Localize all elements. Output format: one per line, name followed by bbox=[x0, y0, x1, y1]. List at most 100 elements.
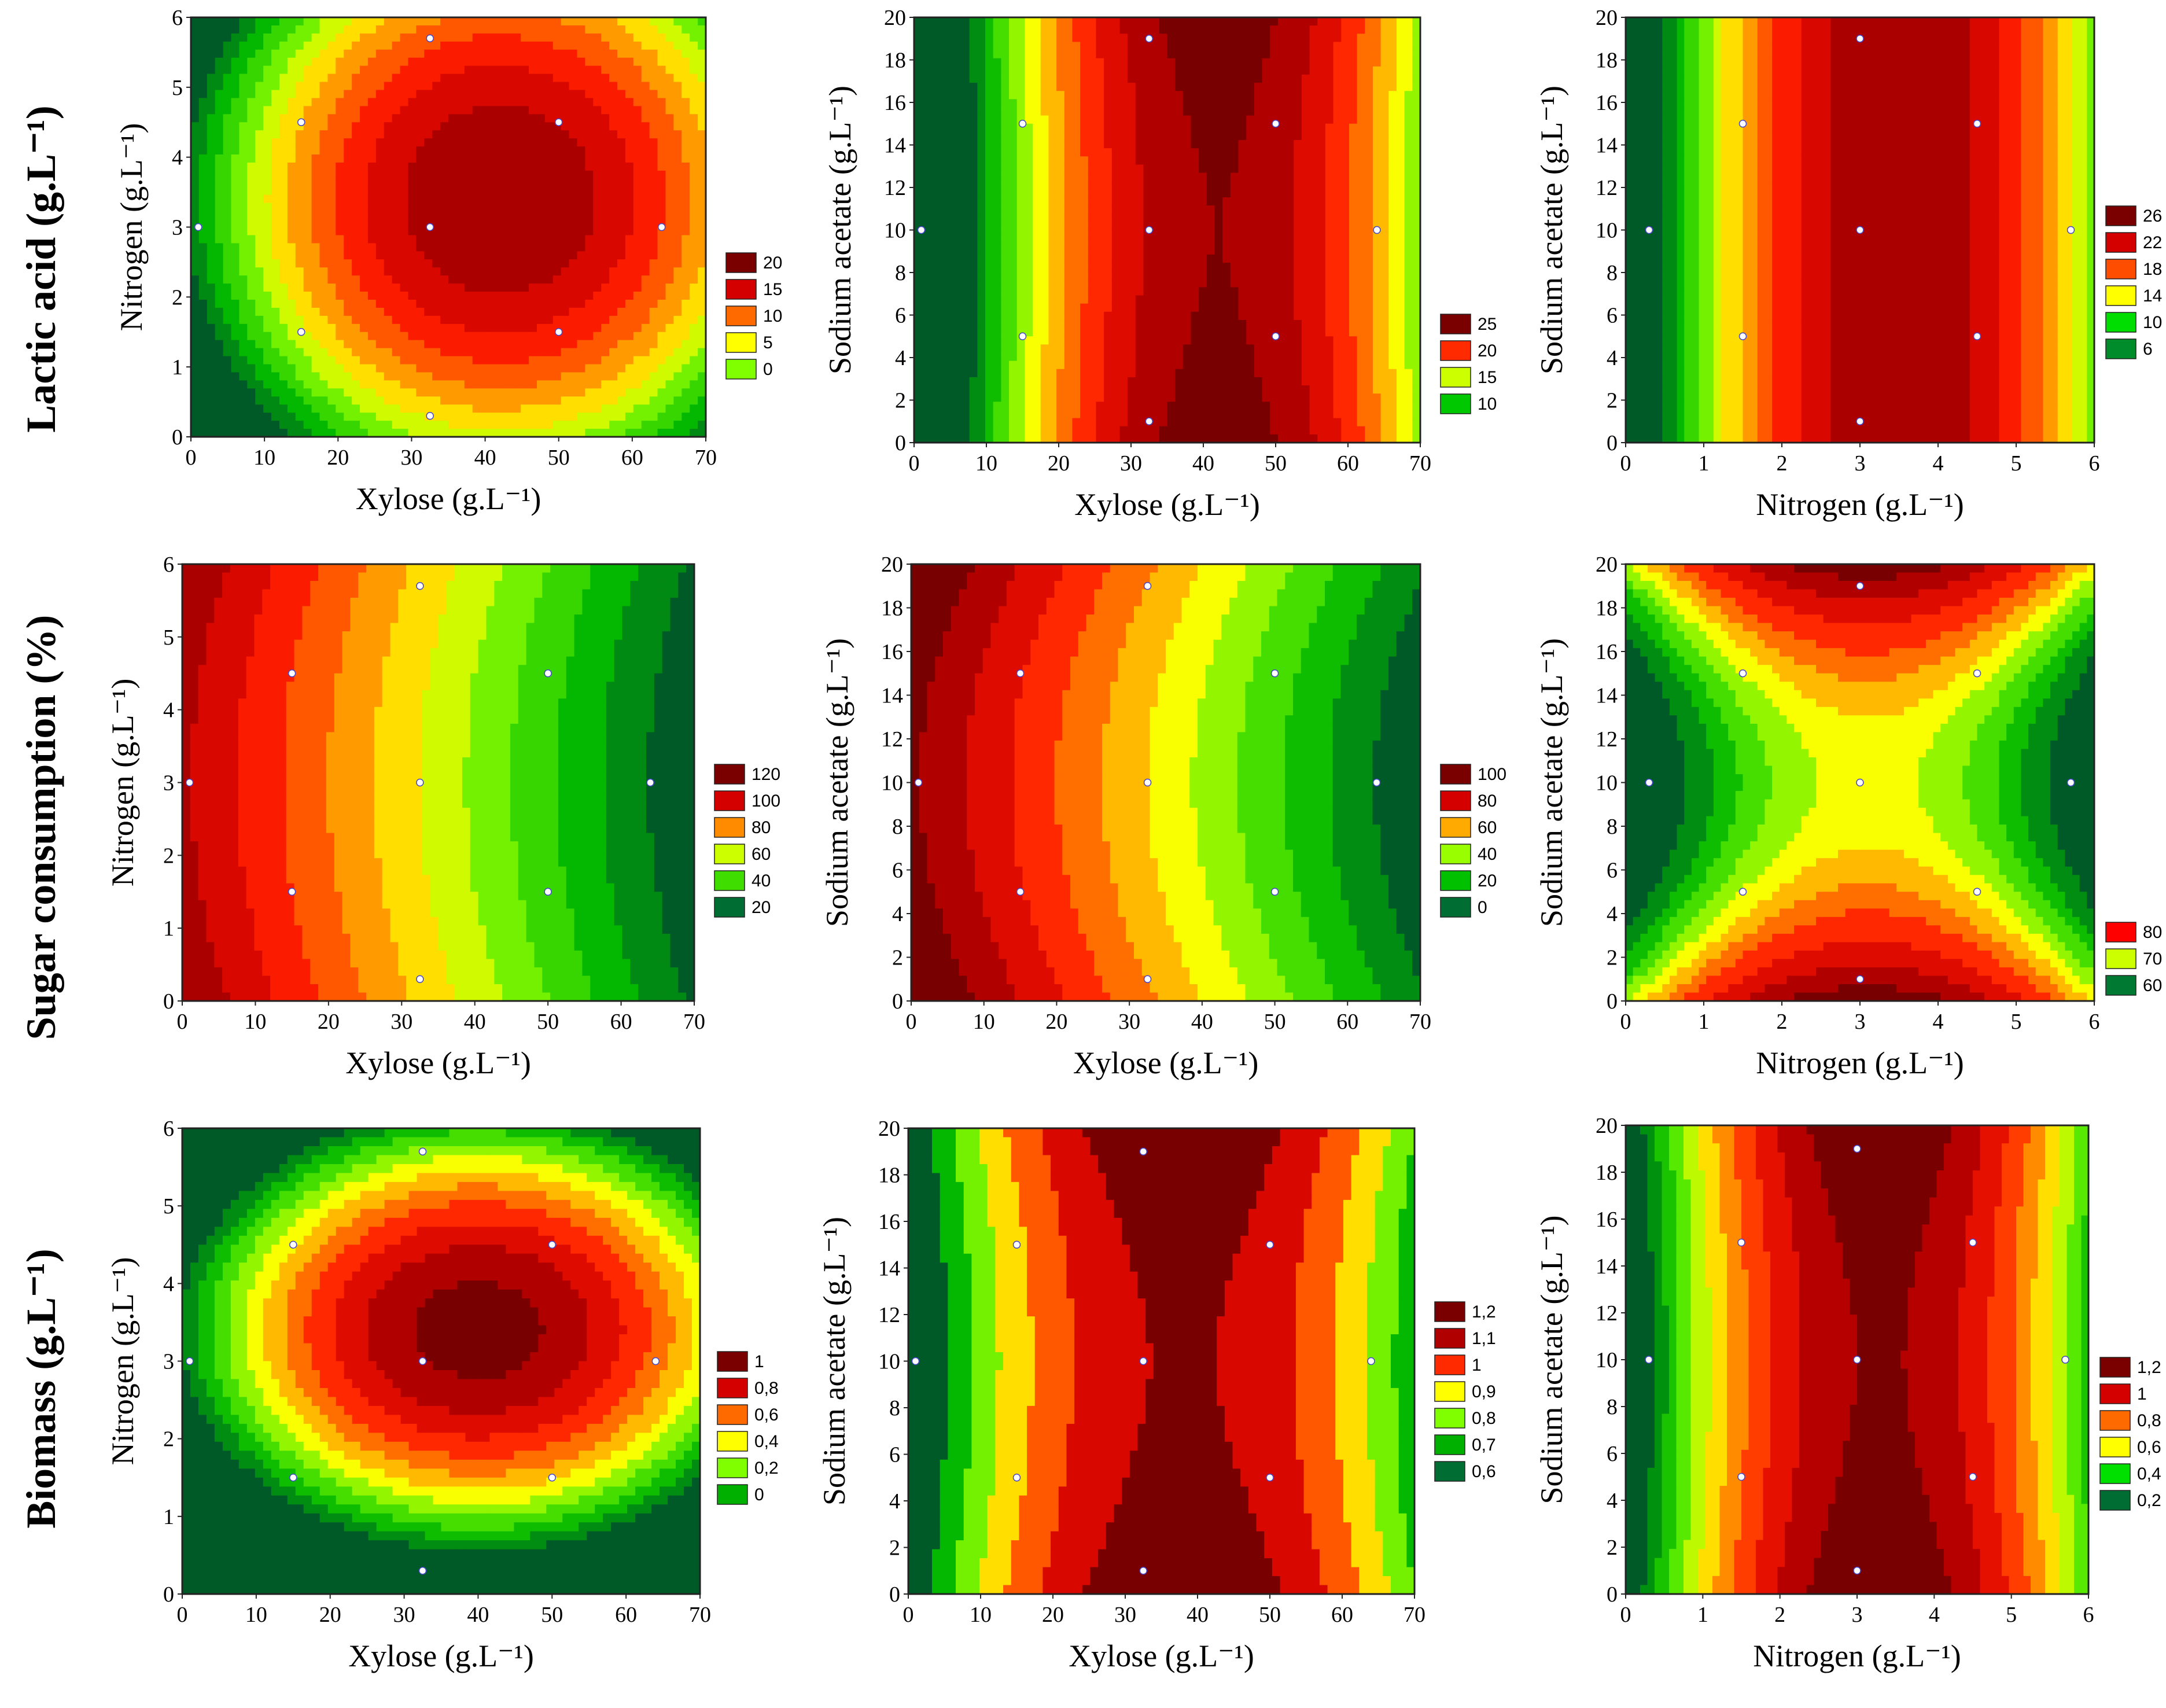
contour-cell bbox=[1088, 148, 1097, 157]
contour-cell bbox=[1096, 181, 1104, 190]
contour-cell bbox=[521, 284, 529, 292]
contour-cell bbox=[649, 380, 658, 389]
contour-cell bbox=[641, 364, 650, 373]
contour-cell bbox=[1151, 230, 1160, 239]
contour-cell bbox=[1064, 172, 1073, 182]
contour-cell bbox=[255, 299, 264, 308]
contour-cell bbox=[367, 122, 377, 131]
contour-cell bbox=[198, 211, 208, 220]
contour-cell bbox=[962, 74, 970, 83]
contour-cell bbox=[271, 340, 280, 349]
contour-cell bbox=[279, 227, 288, 236]
contour-cell bbox=[375, 203, 385, 212]
contour-cell bbox=[344, 138, 352, 147]
contour-cell bbox=[977, 42, 986, 51]
contour-cell bbox=[344, 292, 352, 300]
contour-cell bbox=[625, 65, 634, 75]
contour-cell bbox=[993, 352, 1002, 362]
contour-cell bbox=[1135, 197, 1144, 206]
contour-cell bbox=[472, 227, 481, 236]
contour-cell bbox=[440, 388, 449, 397]
contour-cell bbox=[375, 380, 385, 389]
contour-cell bbox=[327, 315, 337, 325]
contour-cell bbox=[577, 146, 586, 155]
contour-cell bbox=[432, 323, 441, 333]
contour-cell bbox=[1033, 34, 1041, 43]
contour-cell bbox=[536, 340, 546, 349]
contour-cell bbox=[295, 41, 304, 50]
contour-cell bbox=[513, 251, 521, 260]
contour-cell bbox=[1151, 263, 1160, 271]
contour-cell bbox=[617, 292, 626, 300]
contour-cell bbox=[327, 284, 337, 292]
legend-swatch bbox=[725, 279, 757, 300]
contour-cell bbox=[513, 219, 521, 228]
contour-cell bbox=[1064, 222, 1073, 231]
contour-cell bbox=[198, 243, 208, 252]
contour-cell bbox=[1119, 352, 1128, 362]
contour-cell bbox=[953, 17, 962, 26]
contour-cell bbox=[601, 98, 610, 107]
contour-cell bbox=[938, 17, 946, 26]
contour-cell bbox=[577, 114, 586, 123]
contour-cell bbox=[1143, 156, 1152, 165]
contour-cell bbox=[448, 284, 457, 292]
contour-cell bbox=[488, 251, 498, 260]
contour-cell bbox=[271, 203, 280, 212]
contour-cell bbox=[1151, 50, 1160, 59]
contour-cell bbox=[698, 332, 706, 341]
contour-cell bbox=[1088, 42, 1097, 51]
contour-cell bbox=[914, 402, 923, 411]
contour-cell bbox=[352, 380, 360, 389]
contour-cell bbox=[311, 356, 321, 365]
contour-cell bbox=[1064, 66, 1073, 75]
contour-cell bbox=[593, 388, 602, 397]
contour-cell bbox=[649, 146, 658, 155]
contour-cell bbox=[513, 275, 521, 284]
contour-cell bbox=[922, 295, 931, 304]
contour-cell bbox=[207, 380, 216, 389]
contour-cell bbox=[440, 323, 449, 333]
contour-cell bbox=[593, 380, 602, 389]
contour-cell bbox=[207, 219, 216, 228]
contour-cell bbox=[432, 299, 441, 308]
contour-cell bbox=[472, 90, 481, 99]
contour-cell bbox=[1001, 410, 1010, 419]
contour-cell bbox=[319, 259, 329, 268]
contour-cell bbox=[311, 49, 321, 58]
contour-cell bbox=[601, 388, 610, 397]
contour-cell bbox=[392, 73, 401, 83]
contour-cell bbox=[673, 404, 683, 413]
contour-cell bbox=[400, 122, 409, 131]
contour-cell bbox=[673, 90, 683, 99]
contour-cell bbox=[247, 396, 256, 406]
contour-cell bbox=[1128, 230, 1136, 239]
contour-cell bbox=[448, 332, 457, 341]
contour-cell bbox=[215, 194, 224, 204]
contour-cell bbox=[464, 122, 473, 131]
contour-cell bbox=[408, 259, 417, 268]
contour-cell bbox=[593, 186, 602, 196]
contour-cell bbox=[617, 98, 626, 107]
contour-cell bbox=[922, 83, 931, 92]
contour-cell bbox=[962, 295, 970, 304]
contour-cell bbox=[448, 292, 457, 300]
contour-cell bbox=[609, 307, 618, 316]
contour-cell bbox=[673, 421, 683, 429]
contour-cell bbox=[400, 404, 409, 413]
contour-cell bbox=[690, 332, 698, 341]
contour-cell bbox=[488, 323, 498, 333]
contour-cell bbox=[552, 421, 562, 429]
contour-cell bbox=[311, 332, 321, 341]
contour-cell bbox=[336, 380, 345, 389]
contour-cell bbox=[513, 65, 521, 75]
contour-cell bbox=[657, 57, 666, 67]
contour-cell bbox=[1033, 25, 1041, 35]
contour-cell bbox=[448, 178, 457, 187]
contour-cell bbox=[993, 205, 1002, 215]
contour-cell bbox=[1001, 25, 1010, 35]
contour-cell bbox=[1056, 328, 1065, 337]
contour-cell bbox=[1009, 91, 1018, 100]
contour-cell bbox=[303, 332, 312, 341]
contour-cell bbox=[440, 211, 449, 220]
